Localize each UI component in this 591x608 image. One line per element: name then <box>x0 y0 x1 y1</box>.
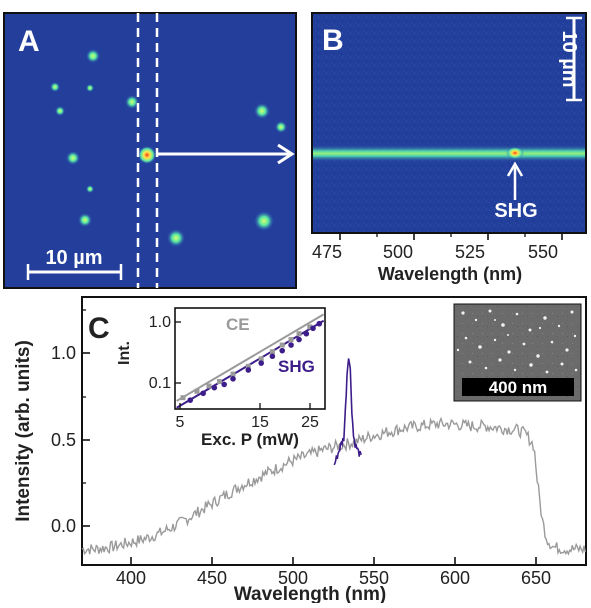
panel-c-xlabel: Wavelength (nm) <box>234 584 386 603</box>
shg-data-point <box>270 353 276 359</box>
panel-b-image <box>312 13 586 233</box>
panel-c-ytick: 1.0 <box>51 343 76 363</box>
particle <box>55 106 65 116</box>
particle <box>66 151 80 165</box>
shg-data-point <box>304 331 310 337</box>
shg-label: SHG <box>494 200 537 222</box>
panel-c-xtick: 400 <box>116 568 146 588</box>
panel-b-xlabel: Wavelength (nm) <box>378 264 522 284</box>
ce-data-point <box>231 372 236 377</box>
inset-xtick: 5 <box>176 414 185 431</box>
panel-c-xtick: 450 <box>197 568 227 588</box>
inset-ytick: 1.0 <box>149 314 171 331</box>
spectrum-line <box>313 145 585 162</box>
particle <box>86 84 94 92</box>
ce-data-point <box>194 389 199 394</box>
shg-spot <box>506 147 524 159</box>
panel-c-xtick: 600 <box>440 568 470 588</box>
sem-inset: 400 nm <box>454 304 581 401</box>
panel-b-letter: B <box>322 24 344 57</box>
particle <box>50 82 60 92</box>
panel-b-xtick: 550 <box>528 242 558 262</box>
panel-c-letter: C <box>88 312 110 345</box>
shg-data-point <box>258 360 264 366</box>
shg-data-point <box>296 337 302 343</box>
panel-b-scalebar-label: 10 µm <box>558 30 580 87</box>
shg-data-point <box>288 342 294 348</box>
ce-series-label: CE <box>226 315 250 334</box>
shg-data-point <box>310 326 316 332</box>
inset-xlabel: Exc. P (mW) <box>201 430 299 449</box>
panel-a-letter: A <box>18 25 40 58</box>
panel-c-ytick: 0.0 <box>51 516 76 536</box>
panel-c-ylabel: Intensity (arb. units) <box>13 340 34 522</box>
particle <box>167 229 185 247</box>
inset-ylabel: Int. <box>116 341 133 365</box>
panel-c-xtick: 650 <box>521 568 551 588</box>
particle <box>275 121 287 133</box>
particle-selected <box>138 146 156 164</box>
inset-ytick: 0.1 <box>149 375 171 392</box>
ce-data-point <box>217 379 222 384</box>
ce-data-point <box>280 343 285 348</box>
inset-xtick: 25 <box>301 414 319 431</box>
shg-data-point <box>212 385 218 391</box>
panel-c-yaxis: 0.0 0.5 1.0 Intensity (arb. units) <box>13 310 90 536</box>
ce-data-point <box>270 349 275 354</box>
panel-c-ytick: 0.5 <box>51 430 76 450</box>
particle <box>86 185 94 193</box>
panel-b-xaxis: 475 500 525 550 Wavelength (nm) <box>312 233 586 284</box>
shg-data-point <box>200 390 206 396</box>
shg-data-point <box>245 367 251 373</box>
particle <box>86 49 100 63</box>
panel-b-xtick: 525 <box>455 242 485 262</box>
panel-b: B 10 µm SHG 475 500 525 550 Wavelength (… <box>312 13 586 284</box>
ce-data-point <box>180 395 185 400</box>
panel-a-scalebar-label: 10 µm <box>45 247 102 269</box>
ce-data-point <box>297 331 302 336</box>
panel-b-xtick: 500 <box>383 242 413 262</box>
shg-series-label: SHG <box>278 357 315 376</box>
particle <box>78 213 92 227</box>
sem-scalebar-label: 400 nm <box>489 378 548 397</box>
shg-data-point <box>187 397 193 403</box>
shg-data-point <box>279 348 285 354</box>
particle <box>254 103 270 119</box>
shg-data-point <box>221 382 227 388</box>
particle <box>254 211 274 231</box>
panel-a: A 10 µm <box>4 13 296 288</box>
panel-b-xtick: 475 <box>312 242 342 262</box>
shg-data-point <box>316 321 322 327</box>
ce-data-point <box>206 384 211 389</box>
inset-xtick: 15 <box>251 414 269 431</box>
panel-c: 0.0 0.5 1.0 Intensity (arb. units) 400 4… <box>13 297 586 603</box>
ce-data-point <box>289 337 294 342</box>
shg-data-point <box>230 376 236 382</box>
